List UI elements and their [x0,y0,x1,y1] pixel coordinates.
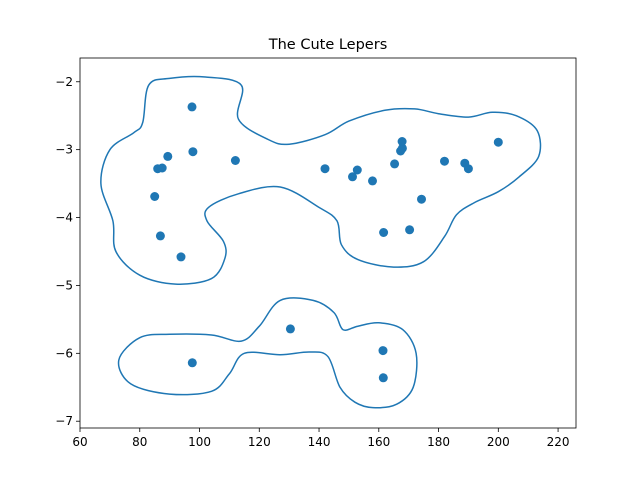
x-tick-label: 120 [248,435,271,449]
x-tick-label: 180 [427,435,450,449]
y-tick-label: −5 [55,278,73,292]
data-point-17 [397,137,407,146]
data-point-5 [157,163,167,173]
data-points [150,102,503,383]
data-point-2 [188,147,198,157]
y-tick-label: −7 [55,414,73,428]
data-point-13 [368,176,377,186]
data-point-7 [155,231,165,241]
x-tick-label: 80 [132,435,147,449]
x-tick-label: 220 [547,435,570,449]
x-tick-label: 160 [367,435,390,449]
chart-title: The Cute Lepers [268,37,388,53]
y-axis: −2 −3 −4 −5 −6 −7 [55,75,80,428]
data-point-18 [440,156,449,166]
y-tick-label: −3 [55,143,73,157]
x-tick-label: 200 [487,435,510,449]
y-tick-label: −6 [55,346,73,360]
data-point-26 [187,358,197,368]
data-point-9 [230,156,240,165]
data-point-27 [378,346,388,356]
data-point-21 [493,137,503,147]
data-point-22 [417,194,426,204]
data-point-11 [348,172,357,182]
contour-line-2 [117,297,418,409]
data-point-3 [163,151,173,161]
contour-line-1 [100,75,542,285]
x-tick-label: 140 [308,435,331,449]
data-point-25 [285,324,295,334]
contour-lines [100,75,542,409]
data-point-28 [378,373,388,383]
plot-frame [79,57,577,429]
data-point-16 [397,143,407,153]
x-axis: 60 80 100 120 140 160 180 200 220 [72,428,570,449]
data-point-23 [379,228,389,237]
data-point-1 [187,102,197,112]
data-point-12 [352,165,362,175]
y-tick-label: −4 [55,211,73,225]
data-point-6 [150,192,160,201]
data-point-24 [405,225,415,235]
data-point-20 [463,164,473,174]
data-point-10 [320,164,330,174]
y-tick-label: −2 [55,75,73,89]
data-point-14 [390,159,400,169]
x-tick-label: 60 [72,435,87,449]
data-point-8 [176,252,186,262]
x-tick-label: 100 [188,435,211,449]
